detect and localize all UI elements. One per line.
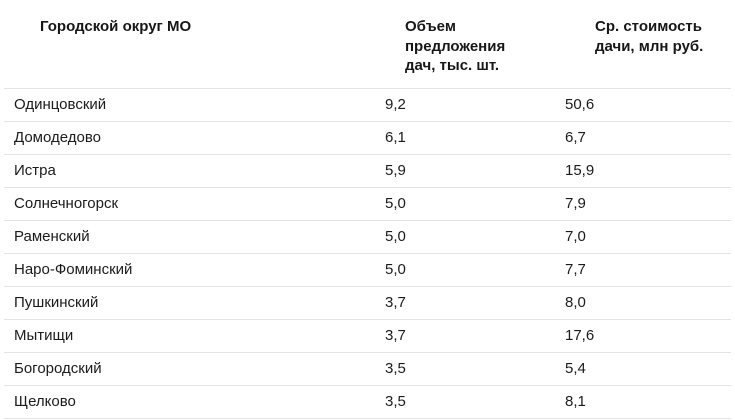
district-cell: Домодедово: [4, 120, 374, 154]
district-cell: Раменский: [4, 219, 374, 253]
price-cell: 6,7: [554, 120, 731, 154]
header-volume: Объем предложения дач, тыс. шт.: [374, 0, 554, 88]
volume-cell: 3,5: [374, 351, 554, 385]
district-cell: Одинцовский: [4, 87, 374, 121]
header-row: Городской округ МО Объем предложения дач…: [4, 0, 731, 88]
header-price-label: Ср. стоимость дачи, млн руб.: [595, 18, 704, 55]
price-cell: 7,0: [554, 219, 731, 253]
table-row: Мытищи 3,7 17,6: [4, 318, 731, 352]
district-cell: Наро-Фоминский: [4, 252, 374, 286]
table-header: Городской округ МО Объем предложения дач…: [4, 0, 731, 88]
price-cell: 15,9: [554, 153, 731, 187]
volume-cell: 5,0: [374, 219, 554, 253]
table-row: Щелково 3,5 8,1: [4, 384, 731, 419]
volume-cell: 3,7: [374, 285, 554, 319]
district-cell: Истра: [4, 153, 374, 187]
header-volume-label: Объем предложения дач, тыс. шт.: [405, 18, 506, 74]
volume-cell: 9,2: [374, 87, 554, 121]
table-row: Истра 5,9 15,9: [4, 153, 731, 187]
price-cell: 5,4: [554, 351, 731, 385]
volume-cell: 6,1: [374, 120, 554, 154]
table-row: Домодедово 6,1 6,7: [4, 120, 731, 154]
price-cell: 50,6: [554, 87, 731, 121]
table-row: Солнечногорск 5,0 7,9: [4, 186, 731, 220]
district-cell: Солнечногорск: [4, 186, 374, 220]
volume-cell: 5,9: [374, 153, 554, 187]
table-body: Одинцовский 9,2 50,6 Домодедово 6,1 6,7 …: [4, 87, 731, 419]
district-cell: Мытищи: [4, 318, 374, 352]
volume-cell: 5,0: [374, 186, 554, 220]
volume-cell: 3,7: [374, 318, 554, 352]
volume-cell: 3,5: [374, 384, 554, 419]
table-row: Пушкинский 3,7 8,0: [4, 285, 731, 319]
header-district-label: Городской округ МО: [40, 18, 192, 35]
volume-cell: 5,0: [374, 252, 554, 286]
district-cell: Богородский: [4, 351, 374, 385]
table-row: Наро-Фоминский 5,0 7,7: [4, 252, 731, 286]
table-row: Раменский 5,0 7,0: [4, 219, 731, 253]
district-cell: Пушкинский: [4, 285, 374, 319]
price-cell: 8,0: [554, 285, 731, 319]
price-cell: 7,9: [554, 186, 731, 220]
header-district: Городской округ МО: [4, 0, 374, 88]
district-cell: Щелково: [4, 384, 374, 419]
dacha-stats-table: Городской округ МО Объем предложения дач…: [4, 0, 731, 419]
header-price: Ср. стоимость дачи, млн руб.: [554, 0, 731, 88]
price-cell: 8,1: [554, 384, 731, 419]
price-cell: 17,6: [554, 318, 731, 352]
table-row: Богородский 3,5 5,4: [4, 351, 731, 385]
price-cell: 7,7: [554, 252, 731, 286]
table-row: Одинцовский 9,2 50,6: [4, 87, 731, 121]
